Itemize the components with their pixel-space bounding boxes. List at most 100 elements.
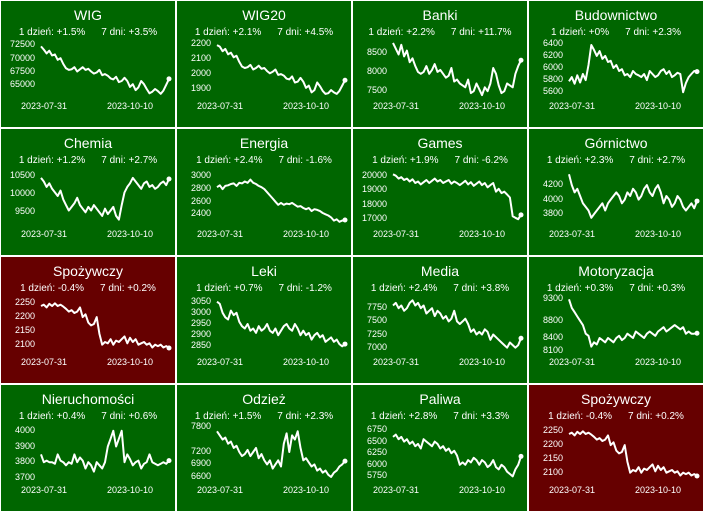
y-tick-label: 6000 [366,458,387,469]
y-tick-label: 2600 [190,195,211,206]
last-point [694,473,700,479]
x-start-date: 2023-07-31 [21,229,68,239]
chart-title: Energia [239,135,289,151]
chart-panel: Games 1 dzień: +1.9% 7 dni: -6.2% 20000 1900… [352,128,528,256]
series-line [40,176,170,221]
chart-panel: Odzież 1 dzień: +1.5% 7 dni: +2.3% 7800 7200… [176,384,352,512]
x-end-date: 2023-10-10 [106,229,153,239]
y-tick-label: 9500 [14,206,35,217]
last-point [166,176,172,182]
y-tick-label: 72500 [9,39,35,50]
week-change: 7 dni: +3.3% [453,411,510,422]
day-change: 1 dzień: -0.4% [20,283,85,294]
y-tick-label: 3800 [14,456,35,467]
line-chart [40,429,172,473]
y-tick-label: 7500 [366,85,387,96]
x-start-date: 2023-07-31 [549,485,596,495]
y-tick-label: 9300 [542,293,563,304]
y-tick-label: 17000 [361,213,387,224]
day-change: 1 dzień: +1.2% [18,155,86,166]
y-tick-label: 6600 [190,470,211,481]
series-line [392,433,522,478]
y-tick-label: 10000 [9,188,35,199]
y-tick-label: 3050 [190,295,211,306]
last-point [694,69,700,75]
chart-title: Games [417,135,463,151]
x-start-date: 2023-07-31 [549,229,596,239]
x-start-date: 2023-07-31 [197,229,244,239]
chart-title: Chemia [63,135,113,151]
y-tick-label: 19000 [361,184,387,195]
y-tick-label: 7750 [366,302,387,313]
series-line [216,44,346,95]
y-tick-label: 65000 [9,79,35,90]
x-end-date: 2023-10-10 [634,229,681,239]
chart-panel: Spożywczy 1 dzień: -0.4% 7 dni: +0.2% 2250 2… [0,256,176,384]
day-change: 1 dzień: +2.4% [196,155,263,166]
series-line [216,178,346,223]
y-tick-label: 6000 [542,62,563,72]
x-end-date: 2023-10-10 [106,357,153,367]
series-line [392,173,522,221]
y-tick-label: 3700 [14,471,35,482]
week-change: 7 dni: +2.3% [625,27,681,38]
chart-panel: Chemia 1 dzień: +1.2% 7 dni: +2.7% 10500 100… [0,128,176,256]
week-change: 7 dni: +3.5% [101,27,158,38]
chart-panel: Paliwa 1 dzień: +2.8% 7 dni: +3.3% 6750 6500… [352,384,528,512]
last-point [518,212,524,218]
last-point [166,458,172,464]
line-chart [392,173,524,221]
x-end-date: 2023-10-10 [458,357,505,367]
y-tick-label: 2250 [14,297,35,308]
line-chart [568,174,700,219]
y-tick-label: 3800 [542,208,563,219]
change-stats: 1 dzień: +1.2% 7 dni: +2.7% [1,155,175,166]
y-tick-label: 7000 [366,341,387,352]
y-tick-label: 7500 [366,315,387,326]
day-change: 1 dzień: +2.3% [546,155,614,166]
y-tick-label: 2150 [542,452,563,463]
week-change: 7 dni: -6.2% [454,155,508,166]
day-change: 1 dzień: +1.9% [372,155,439,166]
chart-panel: Nieruchomości 1 dzień: +0.4% 7 dni: +0.6% 4… [0,384,176,512]
line-chart [392,299,524,349]
y-tick-label: 18000 [361,198,387,209]
change-stats: 1 dzień: -0.4% 7 dni: +0.2% [1,283,175,294]
y-tick-label: 4200 [542,179,563,190]
series-line [40,45,170,95]
chart-panel: Energia 1 dzień: +2.4% 7 dni: -1.6% 3000 280… [176,128,352,256]
x-start-date: 2023-07-31 [197,485,244,495]
y-tick-label: 7800 [190,421,211,432]
series-line [216,430,346,478]
x-end-date: 2023-10-10 [634,485,681,495]
x-end-date: 2023-10-10 [282,357,329,367]
y-tick-label: 3900 [14,440,35,451]
change-stats: 1 dzień: +0.4% 7 dni: +0.6% [1,411,175,422]
y-tick-label: 2150 [14,324,35,335]
y-tick-label: 6250 [366,447,387,458]
x-end-date: 2023-10-10 [634,357,681,367]
x-start-date: 2023-07-31 [549,357,596,367]
change-stats: 1 dzień: +2.4% 7 dni: +3.8% [353,283,527,294]
y-tick-label: 2200 [542,439,563,450]
week-change: 7 dni: +2.3% [277,411,334,422]
day-change: 1 dzień: +2.8% [370,411,438,422]
y-tick-label: 5600 [542,86,563,97]
chart-title: WIG [74,7,102,23]
last-point [342,77,348,83]
x-start-date: 2023-07-31 [373,485,420,495]
y-tick-label: 1900 [190,83,211,94]
y-tick-label: 2100 [190,52,211,63]
chart-title: Górnictwo [584,135,648,151]
y-tick-label: 8000 [366,65,387,76]
line-chart [392,433,524,478]
y-tick-label: 3000 [190,306,211,317]
change-stats: 1 dzień: +2.1% 7 dni: +4.5% [177,27,351,38]
line-chart [568,430,700,479]
day-change: 1 dzień: +2.1% [194,27,262,38]
series-line [392,299,522,349]
last-point [694,330,700,336]
week-change: 7 dni: -1.6% [278,155,332,166]
y-tick-label: 4000 [542,193,563,204]
chart-title: Banki [422,7,458,23]
